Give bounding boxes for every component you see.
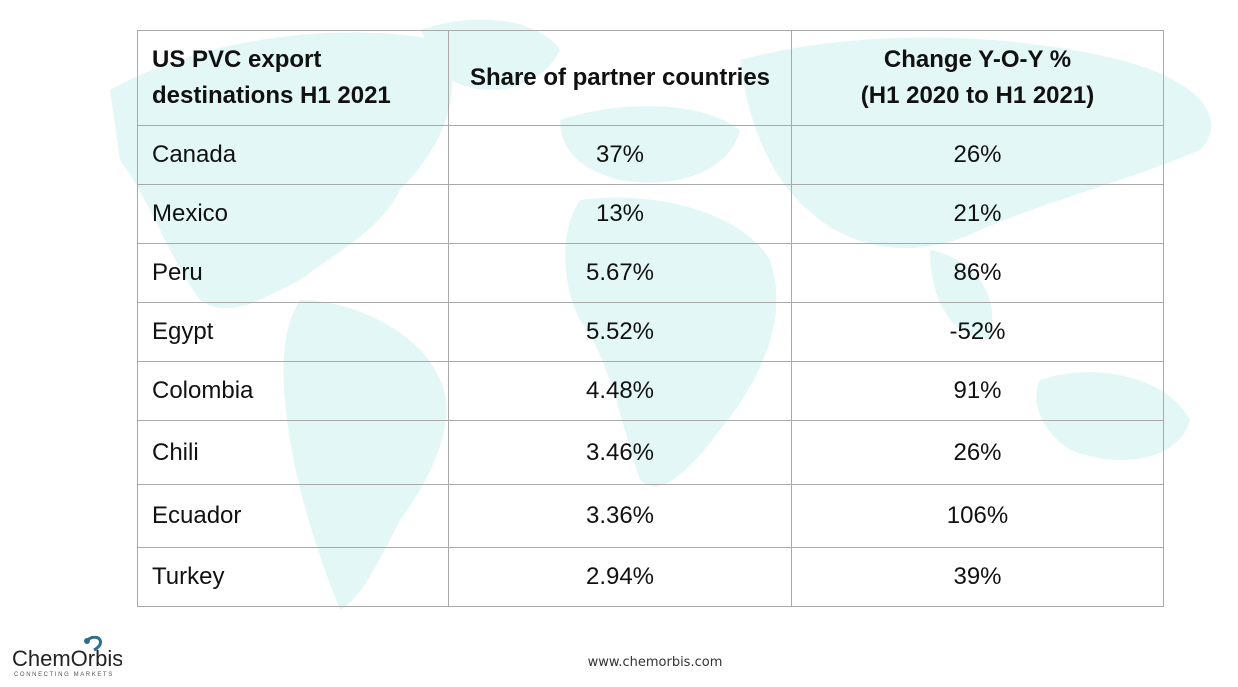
change-cell: 91% [791,361,1164,421]
destination-cell: Canada [137,125,449,185]
change-cell: 21% [791,184,1164,244]
table-row: Canada 37% 26% [137,125,1164,185]
share-cell: 3.36% [448,484,792,548]
svg-text:CONNECTING MARKETS: CONNECTING MARKETS [14,672,114,678]
change-cell: 106% [791,484,1164,548]
destination-cell: Egypt [137,302,449,362]
share-cell: 5.67% [448,243,792,303]
destination-cell: Chili [137,420,449,485]
table-row: Egypt 5.52% -52% [137,302,1164,362]
destination-cell: Turkey [137,547,449,607]
chemorbis-logo: ChemOrbis CONNECTING MARKETS [12,636,122,678]
website-url: www.chemorbis.com [587,655,723,670]
change-cell: 39% [791,547,1164,607]
share-cell: 3.46% [448,420,792,485]
share-cell: 2.94% [448,547,792,607]
table-row: Colombia 4.48% 91% [137,361,1164,421]
table-row: Mexico 13% 21% [137,184,1164,244]
table-row: Ecuador 3.36% 106% [137,484,1164,548]
table-header-row: US PVC export destinations H1 2021 Share… [137,30,1164,126]
export-destinations-table: US PVC export destinations H1 2021 Share… [137,30,1164,607]
destination-cell: Colombia [137,361,449,421]
change-cell: -52% [791,302,1164,362]
svg-text:ChemOrbis: ChemOrbis [12,646,122,671]
share-cell: 5.52% [448,302,792,362]
share-cell: 13% [448,184,792,244]
column-header-change: Change Y-O-Y % (H1 2020 to H1 2021) [791,30,1164,126]
destination-cell: Mexico [137,184,449,244]
table-row: Chili 3.46% 26% [137,420,1164,485]
column-header-share: Share of partner countries [448,30,792,126]
share-cell: 37% [448,125,792,185]
destination-cell: Peru [137,243,449,303]
change-cell: 26% [791,125,1164,185]
share-cell: 4.48% [448,361,792,421]
table-row: Turkey 2.94% 39% [137,547,1164,607]
column-header-destination: US PVC export destinations H1 2021 [137,30,449,126]
change-cell: 26% [791,420,1164,485]
table-row: Peru 5.67% 86% [137,243,1164,303]
destination-cell: Ecuador [137,484,449,548]
change-cell: 86% [791,243,1164,303]
